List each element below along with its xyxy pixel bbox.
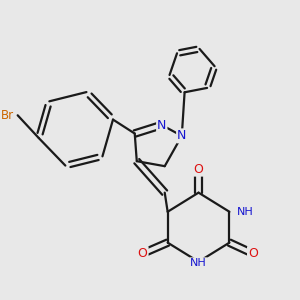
Text: O: O (248, 247, 258, 260)
Text: NH: NH (237, 207, 254, 217)
Text: N: N (157, 118, 167, 131)
Text: N: N (177, 129, 187, 142)
Text: O: O (194, 163, 203, 176)
Text: NH: NH (190, 258, 207, 268)
Text: O: O (138, 247, 148, 260)
Text: Br: Br (1, 109, 14, 122)
